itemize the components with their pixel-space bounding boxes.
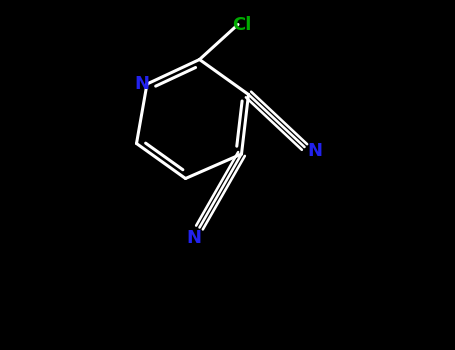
Text: N: N: [134, 75, 149, 93]
Text: N: N: [308, 141, 323, 160]
Text: Cl: Cl: [232, 15, 251, 34]
Text: N: N: [187, 229, 202, 247]
